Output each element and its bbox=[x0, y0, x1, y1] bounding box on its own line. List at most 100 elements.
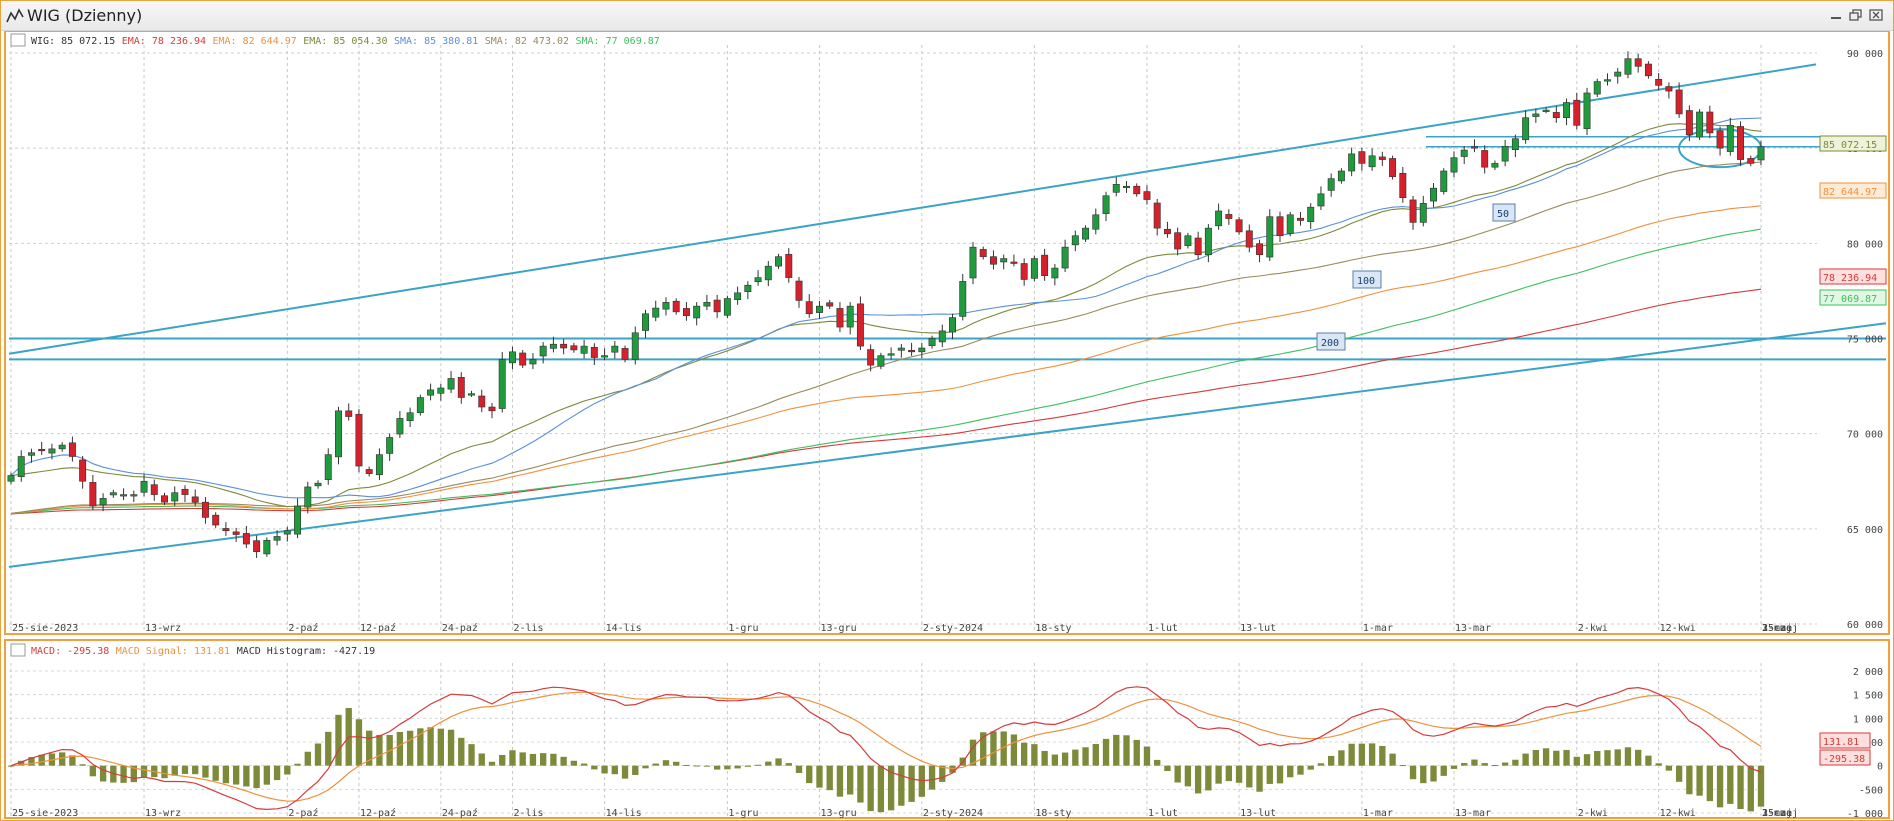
candle-body bbox=[611, 345, 619, 353]
candle-body bbox=[1685, 110, 1693, 136]
macd-histogram-bar bbox=[171, 765, 178, 776]
macd-histogram-bar bbox=[939, 765, 946, 782]
close-icon[interactable] bbox=[1869, 9, 1883, 21]
time-axis-tick: 14-lis bbox=[606, 623, 642, 634]
macd-histogram-bar bbox=[1747, 765, 1754, 812]
macd-histogram-bar bbox=[69, 755, 76, 766]
macd-histogram-bar bbox=[1491, 765, 1499, 767]
candle-body bbox=[283, 530, 291, 535]
ema-100-line bbox=[10, 205, 1762, 515]
candle-body bbox=[713, 299, 721, 313]
macd-value-label-box bbox=[1819, 749, 1871, 766]
time-axis-tick: 2-sty-2024 bbox=[923, 623, 983, 634]
macd-histogram-bar bbox=[110, 765, 117, 783]
macd-histogram-bar bbox=[1287, 765, 1294, 778]
macd-histogram-bar bbox=[560, 756, 567, 766]
candle-body bbox=[642, 313, 649, 331]
candle-body bbox=[1716, 130, 1724, 149]
candle-body bbox=[457, 377, 465, 398]
macd-histogram-bar bbox=[212, 765, 219, 781]
minimize-icon[interactable] bbox=[1829, 9, 1843, 21]
macd-histogram-bar bbox=[1051, 754, 1059, 766]
candle-body bbox=[1348, 153, 1356, 172]
macd-histogram-bar bbox=[468, 744, 475, 766]
macd-histogram-bar bbox=[765, 761, 772, 766]
macd-histogram-bar bbox=[1328, 755, 1335, 766]
macd-histogram-bar bbox=[1317, 763, 1325, 766]
legend-settings-icon bbox=[10, 643, 26, 657]
macd-histogram-bar bbox=[1297, 765, 1304, 775]
macd-histogram-bar bbox=[1501, 762, 1509, 766]
time-axis-tick: 24-paź bbox=[442, 622, 478, 634]
macd-histogram-bar bbox=[744, 765, 752, 767]
restore-icon[interactable] bbox=[1849, 9, 1863, 21]
candle-body bbox=[1470, 146, 1478, 149]
time-axis-tick: 12-paź bbox=[360, 807, 396, 819]
macd-histogram-bar bbox=[652, 763, 659, 766]
candle-body bbox=[294, 505, 302, 535]
macd-axis-tick: -1 000 bbox=[1847, 809, 1883, 820]
macd-histogram-bar bbox=[396, 731, 404, 766]
candle-body bbox=[744, 284, 752, 292]
macd-histogram-bar bbox=[969, 739, 977, 766]
macd-histogram-bar bbox=[1143, 746, 1151, 766]
macd-histogram-bar bbox=[325, 731, 332, 766]
time-axis-tick: 25-sie-2023 bbox=[12, 808, 78, 819]
candle-body bbox=[1573, 99, 1581, 126]
time-axis-tick: 12-kwi bbox=[1660, 808, 1696, 819]
price-axis-tick: 70 000 bbox=[1847, 430, 1883, 441]
macd-histogram-bar bbox=[284, 765, 291, 775]
macd-histogram-bar bbox=[877, 765, 885, 813]
candle-body bbox=[1706, 111, 1714, 134]
price-axis-tick: 60 000 bbox=[1847, 620, 1883, 631]
macd-histogram-bar bbox=[980, 732, 987, 766]
ema-200-line bbox=[10, 288, 1762, 515]
macd-histogram-bar bbox=[458, 737, 465, 766]
title-bar[interactable]: WIG (Dzienny) bbox=[1, 1, 1893, 31]
macd-histogram-bar bbox=[488, 761, 496, 766]
price-legend-entry: EMA: 85 054.30 bbox=[303, 36, 387, 47]
macd-histogram-bar bbox=[1379, 745, 1386, 766]
candle-body bbox=[1450, 157, 1458, 173]
candle-body bbox=[580, 345, 588, 354]
candle-body bbox=[908, 350, 916, 353]
macd-histogram-bar bbox=[263, 765, 271, 785]
macd-histogram-bar bbox=[7, 765, 15, 767]
time-axis-tick: 2-maj bbox=[1762, 808, 1792, 819]
candle-body bbox=[335, 410, 342, 458]
candle-body bbox=[1194, 237, 1202, 256]
candle-body bbox=[1030, 258, 1038, 279]
candle-body bbox=[447, 378, 455, 390]
candle-body bbox=[242, 533, 250, 545]
macd-histogram-bar bbox=[724, 765, 731, 770]
candle-body bbox=[703, 302, 711, 307]
price-axis-tick: 90 000 bbox=[1847, 49, 1883, 60]
macd-histogram-bar bbox=[58, 752, 66, 766]
macd-histogram-bar bbox=[1123, 735, 1130, 766]
macd-histogram-bar bbox=[1174, 765, 1181, 783]
candle-body bbox=[161, 495, 168, 503]
macd-value-label: -295.38 bbox=[1823, 754, 1865, 765]
time-axis-tick: 1-gru bbox=[728, 808, 758, 819]
macd-histogram-bar bbox=[529, 753, 537, 766]
macd-pane[interactable] bbox=[4, 639, 1890, 819]
macd-histogram-bar bbox=[550, 753, 557, 766]
candle-body bbox=[437, 387, 445, 394]
time-axis-tick: 13-wrz bbox=[145, 623, 181, 634]
time-axis-tick: 13-lut bbox=[1240, 623, 1276, 634]
macd-histogram-bar bbox=[355, 719, 363, 766]
candle-body bbox=[345, 410, 353, 417]
candle-body bbox=[17, 456, 25, 477]
macd-legend-entry: MACD Signal: 131.81 bbox=[116, 646, 230, 657]
macd-histogram-bar bbox=[1031, 744, 1038, 766]
time-axis-tick: 2-maj bbox=[1762, 623, 1792, 634]
candle-body bbox=[1358, 151, 1366, 164]
candle-body bbox=[1675, 89, 1683, 115]
candle-body bbox=[539, 345, 547, 357]
time-axis-tick: 3-cze bbox=[1762, 808, 1792, 819]
candle-body bbox=[1061, 246, 1069, 269]
macd-axis-tick: 0 bbox=[1877, 762, 1883, 773]
macd-axis-tick: -500 bbox=[1859, 785, 1883, 796]
price-legend-entry: SMA: 77 069.87 bbox=[576, 36, 660, 47]
